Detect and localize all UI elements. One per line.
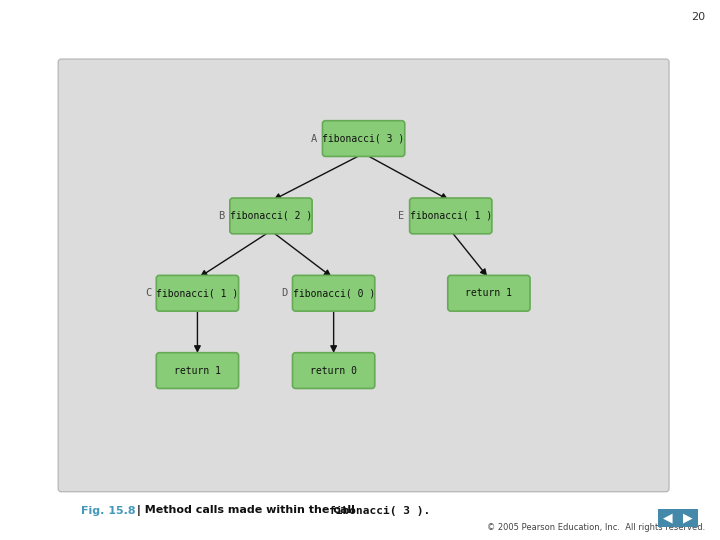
FancyBboxPatch shape bbox=[410, 198, 492, 234]
FancyBboxPatch shape bbox=[323, 121, 405, 157]
FancyBboxPatch shape bbox=[448, 275, 530, 311]
Text: fibonacci( 1 ): fibonacci( 1 ) bbox=[156, 288, 238, 298]
Text: ▶: ▶ bbox=[683, 511, 693, 524]
Text: fibonacci( 1 ): fibonacci( 1 ) bbox=[410, 211, 492, 221]
FancyBboxPatch shape bbox=[658, 509, 678, 527]
Text: fibonacci( 2 ): fibonacci( 2 ) bbox=[230, 211, 312, 221]
Text: return 0: return 0 bbox=[310, 366, 357, 376]
Text: return 1: return 1 bbox=[465, 288, 513, 298]
Text: | Method calls made within the call: | Method calls made within the call bbox=[133, 505, 359, 516]
Text: D: D bbox=[282, 288, 287, 298]
Text: © 2005 Pearson Education, Inc.  All rights reserved.: © 2005 Pearson Education, Inc. All right… bbox=[487, 523, 705, 532]
FancyBboxPatch shape bbox=[156, 353, 238, 388]
Text: return 1: return 1 bbox=[174, 366, 221, 376]
FancyBboxPatch shape bbox=[230, 198, 312, 234]
FancyBboxPatch shape bbox=[292, 353, 375, 388]
Text: fibonacci( 3 ): fibonacci( 3 ) bbox=[323, 133, 405, 144]
Text: E: E bbox=[398, 211, 405, 221]
FancyBboxPatch shape bbox=[292, 275, 375, 311]
Text: Fig. 15.8: Fig. 15.8 bbox=[81, 505, 136, 516]
Text: A: A bbox=[311, 133, 318, 144]
FancyBboxPatch shape bbox=[58, 59, 669, 492]
Text: fibonacci( 0 ): fibonacci( 0 ) bbox=[292, 288, 375, 298]
Text: ◀: ◀ bbox=[663, 511, 672, 524]
Text: 20: 20 bbox=[691, 12, 705, 22]
FancyBboxPatch shape bbox=[156, 275, 238, 311]
FancyBboxPatch shape bbox=[678, 509, 698, 527]
Text: B: B bbox=[219, 211, 225, 221]
Text: fibonacci( 3 ).: fibonacci( 3 ). bbox=[329, 505, 431, 516]
Text: C: C bbox=[145, 288, 151, 298]
